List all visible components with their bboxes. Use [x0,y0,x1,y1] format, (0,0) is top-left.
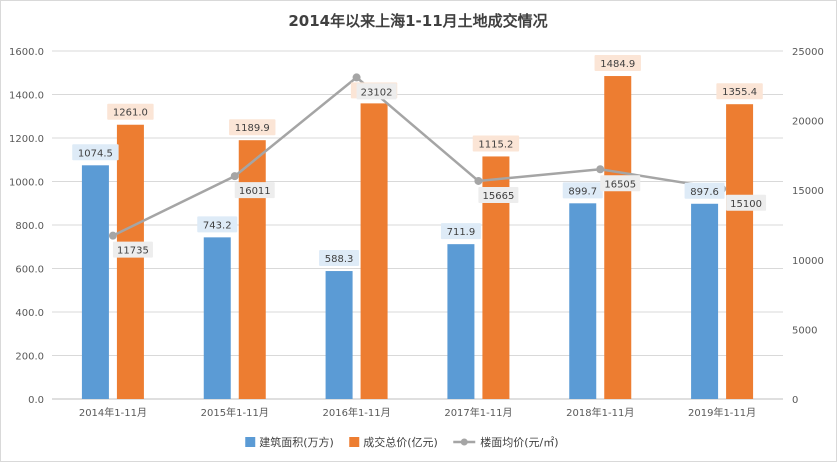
bar-data-label-bg [562,182,603,199]
bar-data-label-bg [594,55,641,72]
bar-data-label: 1484.9 [600,59,635,70]
legend-swatch [245,437,256,447]
bar-data-label: 588.3 [325,254,354,265]
y-left-tick-label: 1000.0 [9,178,44,189]
bar [325,271,353,399]
line-data-label: 15665 [483,191,515,202]
line-data-label: 15100 [730,199,762,210]
bar-data-label-bg [440,223,481,240]
bar-data-label-bg [72,144,119,161]
bar-data-label-bg [107,103,154,120]
legend-label: 建筑面积(万方) [259,435,334,449]
bar [81,165,109,399]
line-data-label: 23102 [361,87,393,98]
line-point [596,165,605,174]
line-data-label: 16011 [239,186,271,197]
bar [203,237,231,399]
line-data-label-bg [726,194,767,211]
y-right-tick-label: 25000 [792,47,824,58]
line-data-label: 16505 [604,179,636,190]
line-data-label-bg [478,186,519,203]
y-right-tick-label: 10000 [792,256,824,267]
y-left-tick-label: 1600.0 [9,47,44,58]
line-data-label-bg [234,182,275,199]
legend-swatch [349,437,360,447]
line-data-label-bg [356,83,397,100]
bar-data-label-bg [197,216,238,233]
legend-marker [460,438,468,446]
legend-label: 楼面均价(元/㎡) [480,435,558,449]
y-left-tick-label: 200.0 [15,352,44,363]
line-data-label-bg [112,241,153,258]
bar [360,103,388,400]
bar [116,124,144,400]
y-left-tick-label: 800.0 [15,221,44,232]
x-tick-label: 2017年1-11月 [444,406,512,419]
x-tick-label: 2018年1-11月 [566,406,634,419]
bar [569,203,597,399]
bar [691,203,719,399]
line-point [474,176,483,185]
bar [604,76,632,400]
y-left-tick-label: 1200.0 [9,134,44,145]
bar [238,140,266,399]
line-data-label: 11735 [117,246,149,257]
bar-data-label: 1261.0 [113,108,148,119]
line-point [108,231,117,240]
chart-title: 2014年以来上海1-11月土地成交情况 [288,12,547,30]
bar-data-label-bg [716,83,763,100]
y-left-tick-label: 0.0 [28,395,44,406]
bar-data-label: 1189.9 [235,123,270,134]
x-tick-label: 2016年1-11月 [323,406,391,419]
y-right-tick-label: 20000 [792,117,824,128]
bar-data-label-bg [684,182,725,199]
line-point [230,172,239,181]
bar-data-label: 897.6 [690,187,719,198]
bar-data-label-bg [472,135,520,152]
legend-label: 成交总价(亿元) [363,435,438,449]
bar-data-label-bg [229,119,276,136]
x-tick-label: 2015年1-11月 [201,406,269,419]
line-series [112,75,723,237]
bar-data-label: 711.9 [447,227,476,238]
y-right-tick-label: 15000 [792,186,824,197]
y-right-tick-label: 5000 [792,325,817,336]
bar-data-label: 1074.5 [78,148,113,159]
bar-data-label: 1115.2 [478,139,513,150]
bar [726,104,754,399]
line-data-label-bg [600,175,641,192]
x-tick-label: 2019年1-11月 [688,406,756,419]
y-left-tick-label: 1400.0 [9,91,44,102]
bar-data-label: 743.2 [203,220,232,231]
bar-data-label-bg [319,250,360,267]
y-left-tick-label: 600.0 [15,265,44,276]
x-tick-label: 2014年1-11月 [79,406,147,419]
y-right-tick-label: 0 [792,395,798,406]
line-point [352,73,361,82]
bar-data-label: 899.7 [568,186,597,197]
bar [447,244,475,399]
bar-data-label: 1355.4 [722,87,757,98]
y-left-tick-label: 400.0 [15,308,44,319]
